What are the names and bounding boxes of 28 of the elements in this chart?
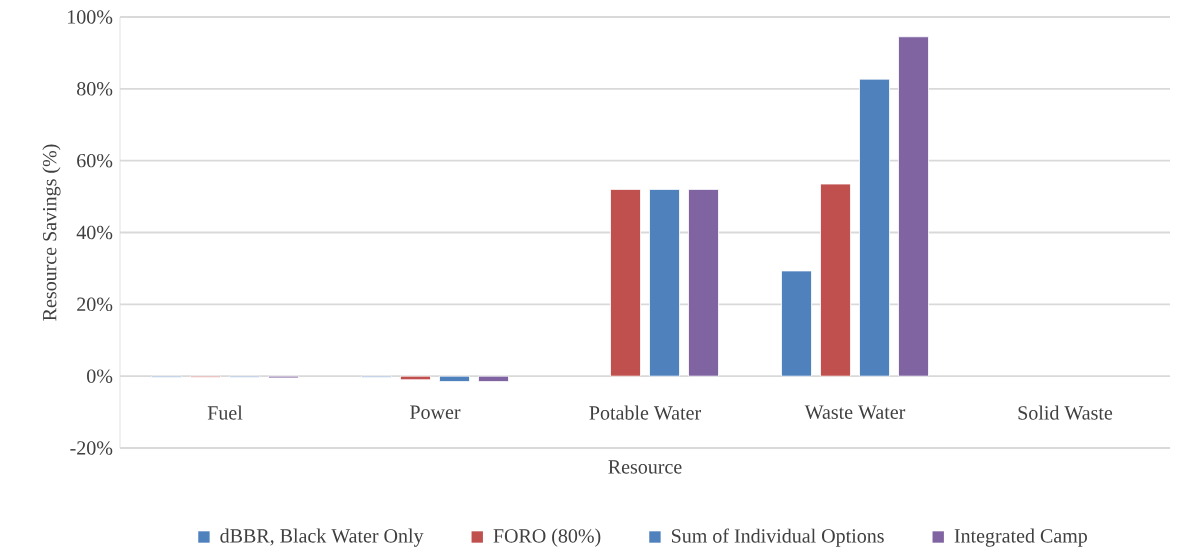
x-tick-label: Power	[410, 405, 461, 419]
y-tick-label: 60%	[77, 153, 113, 168]
bar	[400, 375, 431, 381]
bar	[859, 78, 890, 377]
bar	[478, 375, 509, 382]
y-axis-title: Resource Savings (%)	[42, 144, 61, 321]
bar	[781, 270, 812, 377]
legend-label: FORO (80%)	[493, 528, 601, 547]
x-tick-label: Fuel	[207, 405, 243, 420]
bar	[649, 189, 680, 377]
bar	[688, 189, 719, 377]
y-tick-label: 20%	[77, 297, 113, 312]
bar	[610, 189, 641, 377]
bar	[898, 36, 929, 377]
legend-label: Integrated Camp	[954, 528, 1087, 547]
bar	[820, 183, 851, 377]
y-tick-label: -20%	[70, 441, 113, 455]
x-tick-label: Solid Waste	[1018, 405, 1113, 420]
legend-label: dBBR, Black Water Only	[220, 528, 424, 547]
x-tick-label: Waste Water	[804, 405, 906, 420]
bar	[439, 375, 470, 382]
y-tick-label: 80%	[77, 82, 113, 96]
y-tick-label: 0%	[87, 369, 113, 383]
y-tick-label: 40%	[76, 225, 113, 240]
x-tick-label: Potable Water	[589, 405, 701, 420]
legend-label: Sum of Individual Options	[671, 528, 884, 547]
y-tick-label: 100%	[68, 10, 113, 24]
x-axis-title: Resource	[608, 460, 682, 474]
